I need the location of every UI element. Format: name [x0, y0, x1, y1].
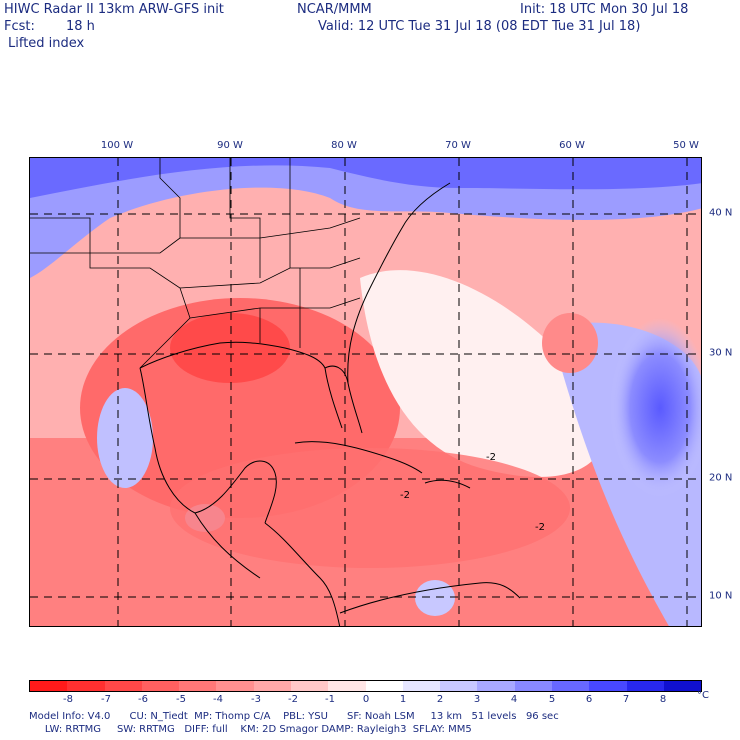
- lat-label: 10 N: [709, 590, 733, 602]
- colorbar-swatch: [30, 681, 68, 691]
- coastlines: [139, 182, 521, 626]
- colorbar-label: 3: [473, 694, 481, 705]
- lon-label: 50 W: [673, 140, 699, 151]
- init-time: Init: 18 UTC Mon 30 Jul 18: [520, 2, 689, 17]
- center-label: NCAR/MMM: [297, 2, 372, 17]
- model-info-line2: LW: RRTMG SW: RRTMG DIFF: full KM: 2D Sm…: [29, 724, 472, 735]
- colorbar-swatch: [663, 681, 702, 691]
- colorbar: [29, 680, 702, 692]
- colorbar-label: 7: [622, 694, 630, 705]
- colorbar-swatch: [253, 681, 291, 691]
- field-north-blue-core: [30, 158, 701, 198]
- field-caribbean: [170, 448, 570, 568]
- graticule: [30, 158, 701, 626]
- lat-label: 40 N: [709, 207, 733, 219]
- field-gulf-core: [170, 313, 290, 383]
- model-info-line1: Model Info: V4.0 CU: N_Tiedt MP: Thomp C…: [29, 711, 559, 722]
- lat-label: 30 N: [709, 347, 733, 359]
- lon-label: 100 W: [100, 140, 134, 151]
- forecast-hour: 18 h: [66, 19, 95, 34]
- field-name: Lifted index: [8, 36, 85, 51]
- lifted-index-map: -2 -2 -2: [29, 157, 702, 627]
- colorbar-swatch: [440, 681, 478, 691]
- colorbar-label: 8: [659, 694, 667, 705]
- colorbar-label: 2: [436, 694, 444, 705]
- contour-label: -2: [486, 452, 496, 463]
- colorbar-label: 4: [510, 694, 518, 705]
- contour-label: -2: [400, 490, 410, 501]
- colorbar-swatch: [104, 681, 142, 691]
- colorbar-swatch: [365, 681, 403, 691]
- model-title: HIWC Radar II 13km ARW-GFS init: [4, 2, 224, 17]
- colorbar-swatch: [179, 681, 217, 691]
- valid-time: Valid: 12 UTC Tue 31 Jul 18 (08 EDT Tue …: [318, 19, 641, 34]
- colorbar-label: -6: [138, 694, 148, 705]
- field-atlantic-red: [542, 313, 598, 373]
- colorbar-swatch: [589, 681, 627, 691]
- field-east-blue-core: [610, 318, 701, 498]
- lon-label: 80 W: [331, 140, 357, 151]
- lon-label: 90 W: [217, 140, 243, 151]
- colorbar-label: -3: [251, 694, 261, 705]
- colorbar-label: -2: [288, 694, 298, 705]
- lon-label: 60 W: [559, 140, 585, 151]
- colorbar-swatch: [328, 681, 366, 691]
- colorbar-swatch: [514, 681, 552, 691]
- colorbar-swatch: [477, 681, 515, 691]
- colorbar-label: -1: [325, 694, 335, 705]
- colorbar-swatch: [216, 681, 254, 691]
- colorbar-swatch: [626, 681, 664, 691]
- colorbar-label: -8: [63, 694, 73, 705]
- colorbar-label: -7: [101, 694, 111, 705]
- colorbar-label: 6: [585, 694, 593, 705]
- field-atlantic-pale: [360, 270, 606, 477]
- map-svg: -2 -2 -2: [30, 158, 701, 626]
- lat-label: 20 N: [709, 472, 733, 484]
- colorbar-label: -5: [176, 694, 186, 705]
- colorbar-label: 1: [399, 694, 407, 705]
- forecast-label: Fcst:: [4, 19, 35, 34]
- colorbar-unit: °C: [697, 690, 709, 701]
- colorbar-label: 0: [362, 694, 370, 705]
- colorbar-swatch: [402, 681, 441, 691]
- borders: [30, 158, 361, 369]
- colorbar-swatch: [551, 681, 590, 691]
- lon-label: 70 W: [445, 140, 471, 151]
- colorbar-swatch: [290, 681, 329, 691]
- colorbar-label: 5: [548, 694, 556, 705]
- colorbar-swatch: [67, 681, 105, 691]
- field-south-america-blue: [415, 580, 455, 616]
- contour-label: -2: [535, 522, 545, 533]
- colorbar-swatch: [141, 681, 180, 691]
- field-mexico-blue: [97, 388, 153, 488]
- colorbar-label: -4: [213, 694, 223, 705]
